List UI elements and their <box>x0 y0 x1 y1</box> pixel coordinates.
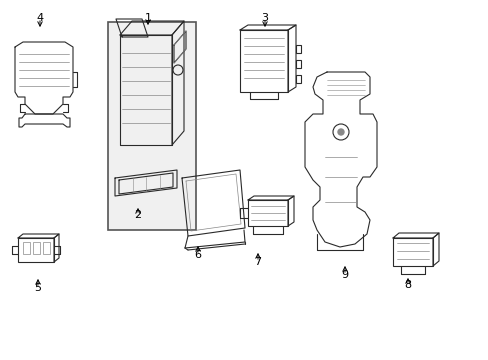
Bar <box>43 242 50 254</box>
Text: 6: 6 <box>194 250 201 260</box>
Text: 8: 8 <box>404 280 411 290</box>
Bar <box>295 45 301 53</box>
Bar <box>23 242 30 254</box>
Bar <box>33 242 40 254</box>
Bar <box>240 30 287 92</box>
Text: 7: 7 <box>254 257 261 267</box>
Text: 2: 2 <box>134 210 141 220</box>
Bar <box>108 22 196 230</box>
Text: 9: 9 <box>341 270 348 280</box>
Circle shape <box>337 129 343 135</box>
Bar <box>18 238 54 262</box>
Text: 1: 1 <box>144 13 151 23</box>
Text: 3: 3 <box>261 13 268 23</box>
Bar <box>392 238 432 266</box>
Text: 5: 5 <box>35 283 41 293</box>
Bar <box>295 75 301 83</box>
Bar <box>247 200 287 226</box>
Text: 4: 4 <box>37 13 43 23</box>
Bar <box>295 60 301 68</box>
